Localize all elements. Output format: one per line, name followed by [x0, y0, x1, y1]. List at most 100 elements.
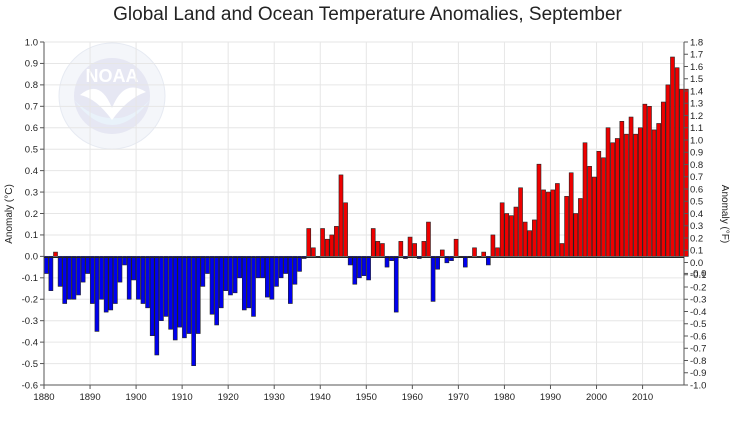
bar	[449, 256, 454, 261]
y-right-tick-label: 0.0	[690, 258, 703, 269]
bar	[145, 256, 150, 309]
x-tick-label: 1900	[126, 392, 147, 403]
x-tick-label: 1950	[356, 392, 377, 403]
y-right-tick-label: -0.1	[690, 270, 706, 281]
bar	[490, 234, 496, 257]
bar	[200, 256, 206, 287]
bar	[113, 256, 118, 304]
bar	[182, 256, 187, 339]
bar	[527, 230, 533, 257]
bar	[545, 191, 551, 257]
y-right-tick-label: 0.4	[690, 209, 703, 220]
y-right-tick-label: 1.7	[690, 50, 703, 61]
bar	[660, 101, 666, 257]
y-left-tick-label: -0.4	[22, 337, 38, 348]
bar	[444, 256, 450, 264]
bar	[614, 138, 620, 257]
x-tick-label: 1940	[310, 392, 331, 403]
bar	[435, 256, 440, 270]
bar	[559, 243, 565, 257]
bar	[628, 116, 634, 257]
bar	[228, 256, 233, 296]
bar	[288, 256, 293, 304]
y-right-tick-label: -0.4	[690, 307, 706, 318]
y-left-tick-label: -0.3	[22, 316, 38, 327]
bar	[656, 123, 661, 257]
bar	[495, 247, 500, 257]
bar	[94, 256, 100, 332]
y-right-tick-label: 1.6	[690, 62, 703, 73]
bar	[154, 256, 160, 356]
y-left-tick-label: 0.5	[25, 144, 38, 155]
bar	[136, 256, 141, 300]
bar	[53, 251, 58, 257]
bar	[159, 256, 164, 321]
bar	[389, 256, 394, 261]
bar	[619, 121, 625, 257]
bar	[251, 256, 256, 317]
bar	[320, 228, 325, 257]
bar	[518, 187, 523, 257]
bar	[338, 174, 344, 257]
chart-title: Global Land and Ocean Temperature Anomal…	[113, 4, 622, 25]
bar	[357, 256, 362, 279]
bar	[177, 256, 183, 328]
bar	[163, 256, 169, 317]
bar	[486, 256, 491, 266]
bar	[453, 238, 459, 257]
bar	[555, 183, 560, 257]
bar	[43, 256, 49, 274]
bar	[260, 256, 266, 279]
x-tick-label: 1960	[402, 392, 423, 403]
bar	[292, 256, 298, 285]
bar	[532, 219, 537, 257]
bar	[352, 256, 358, 285]
bar	[117, 256, 123, 283]
y-left-tick-label: -0.1	[22, 273, 38, 284]
bar	[168, 256, 173, 330]
bar	[380, 243, 385, 257]
bar	[430, 256, 436, 302]
x-tick-label: 1990	[540, 392, 561, 403]
bar	[582, 142, 588, 257]
bar	[315, 256, 321, 258]
bar	[472, 247, 477, 257]
y-right-tick-label: -0.7	[690, 344, 706, 355]
bar	[375, 241, 381, 257]
y-right-tick-label: 0.3	[690, 221, 703, 232]
bar	[122, 256, 127, 266]
y-left-tick-label: 0.3	[25, 187, 38, 198]
bar	[596, 151, 602, 257]
bar	[324, 238, 330, 257]
y-right-tick-label: -0.9	[690, 368, 706, 379]
bar	[274, 256, 279, 287]
bar	[191, 256, 196, 367]
x-tick-label: 1930	[264, 392, 285, 403]
y-axis-left: 1.0 0.9 0.8 0.7 0.6 0.5 0.4 0.3 0.2 0.1 0.0 -0.1 -0.…	[22, 37, 44, 391]
x-tick-label: 1970	[448, 392, 469, 403]
bar	[536, 163, 542, 257]
bar	[67, 256, 72, 300]
bar	[218, 256, 224, 309]
y-right-tick-label: 1.3	[690, 99, 703, 110]
bar	[278, 256, 284, 279]
bar	[255, 256, 261, 279]
y-right-tick-label: -0.8	[690, 356, 706, 367]
y-right-tick-label: 0.7	[690, 172, 703, 183]
y-right-tick-label: 0.2	[690, 233, 703, 244]
bar	[214, 256, 219, 326]
bar	[499, 202, 505, 257]
bar	[269, 256, 275, 300]
bar	[343, 202, 348, 257]
bar	[624, 133, 629, 257]
bar	[103, 256, 109, 313]
y-left-tick-label: 0.6	[25, 123, 38, 134]
bar	[241, 256, 247, 311]
bar	[393, 256, 399, 313]
y-right-tick-label: -0.5	[690, 319, 706, 330]
y-left-tick-label: 0.4	[25, 166, 38, 177]
y-right-tick-label: 1.8	[690, 37, 703, 48]
bar	[232, 256, 238, 294]
y-right-tick-label: -0.3	[690, 295, 706, 306]
